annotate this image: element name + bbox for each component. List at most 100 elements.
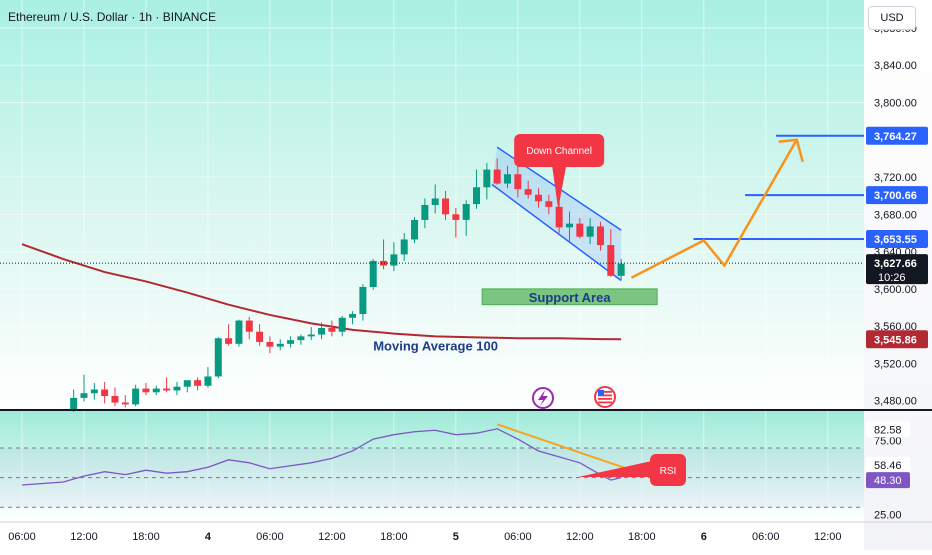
rsi-pane-background	[0, 411, 864, 522]
y-tick-label: 3,680.00	[874, 209, 917, 221]
candle-body	[235, 320, 243, 344]
ma-price-label: 3,545.86	[874, 334, 917, 346]
projection-arrowhead	[778, 138, 804, 163]
candle-body	[493, 169, 501, 184]
level-3764-badge	[866, 126, 928, 145]
support-area-label: Support Area	[529, 290, 612, 305]
y-tick-label: 3,520.00	[874, 358, 917, 370]
candle-body	[297, 336, 305, 341]
rsi-value-badge	[866, 472, 910, 489]
x-tick-label: 5	[453, 531, 459, 543]
candle-body	[225, 338, 233, 344]
candle-body	[596, 226, 604, 246]
candle-body	[349, 314, 357, 318]
y-tick-label: 3,720.00	[874, 172, 917, 184]
x-tick-label: 6	[701, 531, 707, 543]
projection-path	[630, 139, 798, 279]
candle-body	[318, 328, 326, 335]
down-channel-callout	[514, 134, 605, 167]
candle-body	[617, 263, 625, 276]
event-icon-flag	[594, 386, 616, 408]
candle-body	[338, 317, 346, 332]
rsi-callout-label: RSI	[660, 466, 677, 477]
x-tick-label: 12:00	[70, 531, 98, 543]
rsi-tick-label: 25.00	[874, 510, 902, 522]
rsi-divergence-line	[496, 423, 632, 472]
x-tick-label: 12:00	[318, 531, 346, 543]
candle-body	[328, 328, 336, 332]
currency-button[interactable]: USD	[868, 6, 916, 30]
x-tick-label: 06:00	[8, 531, 36, 543]
y-tick-label: 3,600.00	[874, 284, 917, 296]
y-tick-label: 3,800.00	[874, 98, 917, 110]
candle-body	[452, 214, 460, 220]
level-3653-badge	[866, 229, 928, 248]
countdown-label: 10:26	[878, 272, 906, 284]
candle-body	[101, 389, 109, 397]
rsi-line	[21, 428, 622, 486]
flag-stripe	[598, 391, 612, 393]
level-3700-label: 3,700.66	[874, 190, 917, 202]
candle-body	[576, 223, 584, 237]
flag-stripe	[598, 401, 612, 404]
x-tick-label: 18:00	[628, 531, 656, 543]
candle-body	[70, 397, 78, 410]
event-icon-lightning	[532, 387, 554, 409]
current-price-badge	[866, 254, 928, 285]
level-3700-badge	[866, 186, 928, 205]
candle-body	[80, 393, 88, 398]
candle-body	[204, 376, 212, 386]
candle-body	[183, 380, 191, 387]
rsi-value-label: 82.58	[874, 424, 902, 436]
candle-body	[152, 388, 160, 393]
candle-body	[287, 340, 295, 344]
candle-body	[473, 187, 481, 205]
candle-body	[421, 205, 429, 220]
candle-body	[245, 320, 253, 332]
candle-body	[535, 194, 542, 202]
rsi-value-label: 48.30	[874, 475, 902, 487]
candle-body	[607, 245, 615, 276]
rsi-band-fill	[0, 448, 864, 508]
candle-body	[369, 260, 377, 287]
x-tick-label: 06:00	[752, 531, 780, 543]
x-tick-label: 4	[205, 531, 212, 543]
level-3653-label: 3,653.55	[874, 234, 917, 246]
candle-body	[214, 338, 222, 377]
y-tick-label: 3,840.00	[874, 60, 917, 72]
candle-body	[142, 388, 150, 393]
support-area-box	[481, 288, 658, 306]
candle-body	[524, 189, 532, 195]
candle-body	[380, 260, 388, 266]
rsi-value-badge	[866, 421, 910, 438]
x-tick-label: 06:00	[504, 531, 532, 543]
x-tick-label: 12:00	[814, 531, 842, 543]
candle-body	[431, 198, 439, 205]
candle-body	[555, 206, 563, 228]
y-tick-label: 3,560.00	[874, 321, 917, 333]
down-channel-lower-line	[491, 183, 622, 282]
down-channel-callout-label: Down Channel	[526, 146, 592, 157]
candle-body	[586, 226, 594, 237]
candle-body	[442, 198, 450, 215]
candle-body	[90, 389, 98, 394]
rsi-callout	[650, 454, 686, 486]
candle-body	[514, 174, 522, 190]
candle-body	[256, 331, 264, 342]
x-tick-label: 18:00	[380, 531, 408, 543]
candle-body	[483, 169, 491, 188]
candle-body	[462, 204, 470, 220]
level-3764-label: 3,764.27	[874, 131, 917, 143]
rsi-callout-pointer	[578, 461, 652, 477]
candle-body	[111, 396, 119, 403]
ma-price-badge	[866, 330, 928, 349]
candle-body	[545, 201, 553, 207]
flag-stripe	[598, 398, 612, 400]
flag-stripe	[598, 394, 612, 397]
time-axis-background	[0, 522, 864, 550]
x-tick-label: 06:00	[256, 531, 284, 543]
candle-body	[359, 287, 367, 315]
candle-body	[276, 343, 284, 347]
